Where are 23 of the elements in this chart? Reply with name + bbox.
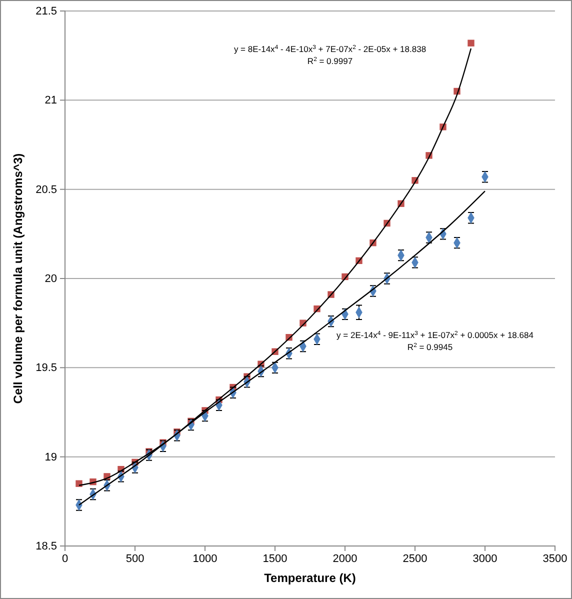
x-tick-label: 0 — [62, 552, 68, 565]
annotation: R$^{2}$ = 0.9997 — [307, 56, 353, 66]
y-tick-label: 19 — [44, 451, 57, 464]
y-tick-label: 21.5 — [36, 6, 57, 18]
y-tick-label: 18.5 — [36, 540, 57, 553]
y-tick-label: 20.5 — [36, 184, 57, 196]
point — [468, 40, 474, 46]
x-axis-title: Temperature (K) — [264, 571, 356, 585]
annotation: y = 2E-14x$^{4}$ - 9E-11x$^{3}$ + 1E-07x$^{2}$ + 0.0005x + 18.684 — [336, 330, 534, 340]
y-tick-label: 21 — [44, 94, 57, 107]
annotation: y = 8E-14x$^{4}$ - 4E-10x$^{3}$ + 7E-07x$^{2}$ - 2E-05x + 18.838 — [234, 44, 426, 54]
x-tick-label: 1500 — [262, 552, 288, 565]
x-tick-label: 2000 — [332, 552, 358, 565]
y-tick-label: 20 — [44, 273, 57, 286]
y-axis-title: Cell volume per formula unit (Angstroms^3) — [11, 153, 25, 404]
annotation: R$^{2}$ = 0.9945 — [407, 342, 453, 352]
x-tick-label: 3000 — [472, 552, 498, 565]
y-tick-label: 19.5 — [36, 362, 57, 374]
x-tick-label: 500 — [126, 552, 144, 565]
x-tick-label: 3500 — [542, 552, 568, 565]
point — [76, 480, 82, 487]
x-tick-label: 1000 — [192, 552, 218, 565]
x-tick-label: 2500 — [402, 552, 428, 565]
